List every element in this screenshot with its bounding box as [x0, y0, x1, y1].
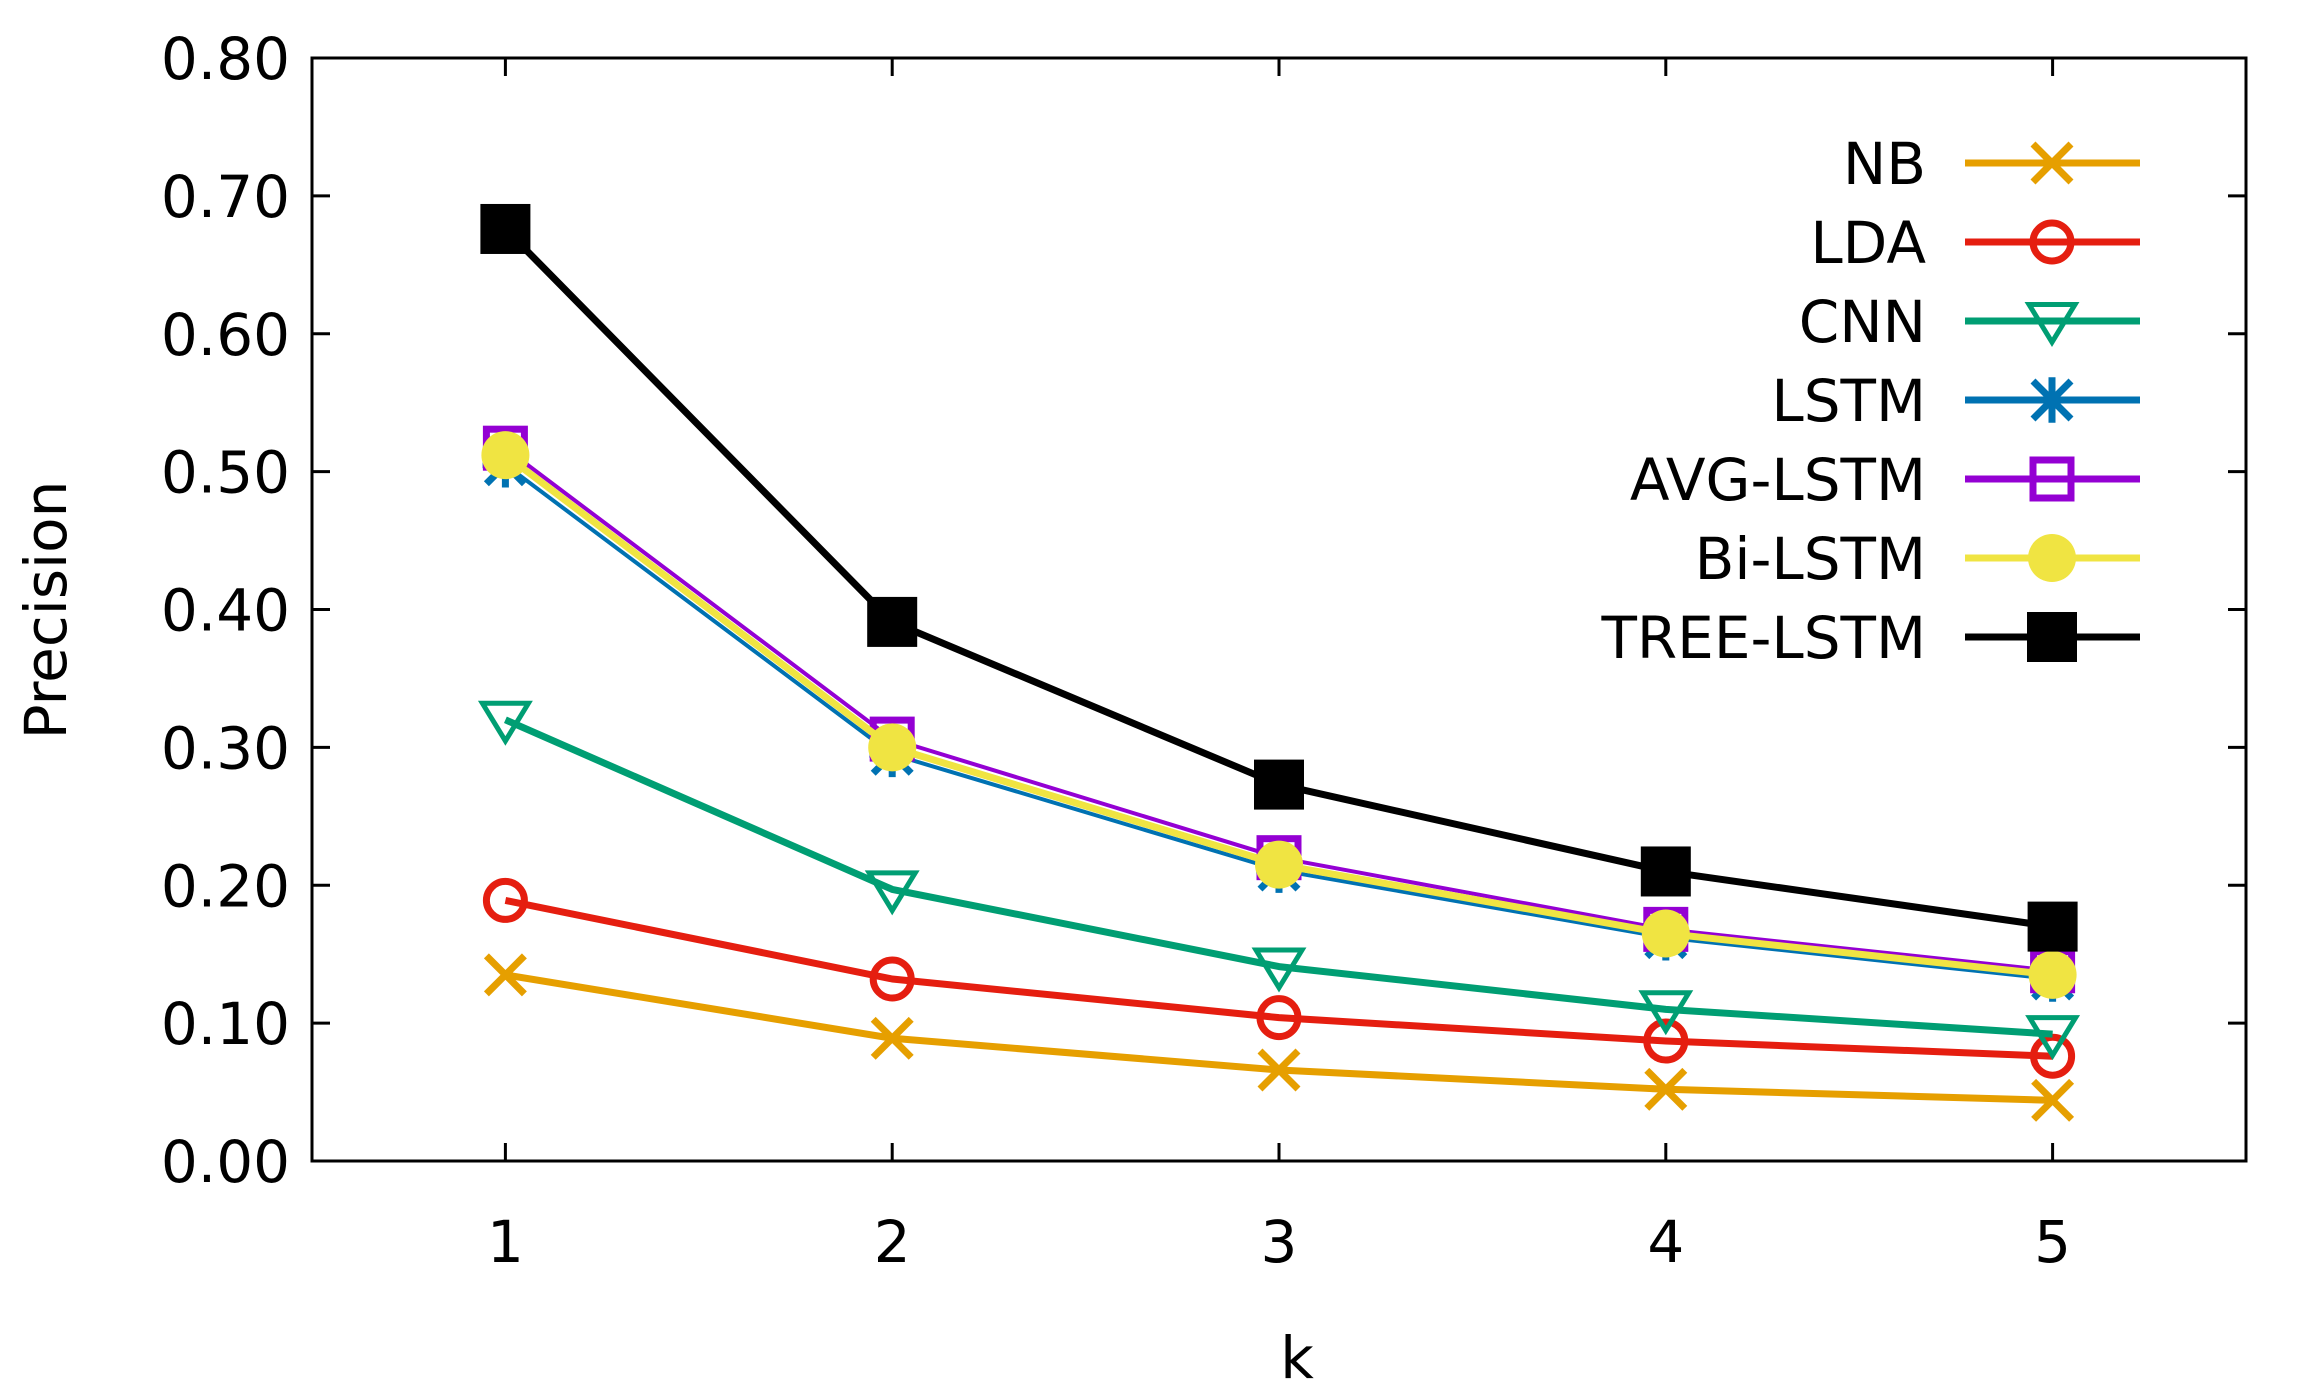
cross-stroke [2030, 141, 2074, 185]
point-tree-lstm-k4 [1640, 846, 1691, 897]
legend-label: TREE-LSTM [1600, 604, 1926, 672]
point-bi-lstm-k3 [1255, 840, 1303, 889]
series-bi-lstm [481, 431, 2077, 999]
point-cnn-k1 [477, 700, 533, 746]
point-bi-lstm-k5 [2028, 950, 2077, 999]
y-tick-label: 0.40 [161, 577, 290, 645]
point-tree-lstm-k2 [867, 596, 918, 647]
cross-stroke [483, 953, 527, 997]
legend-label: NB [1843, 130, 1926, 198]
legend-label: LDA [1810, 209, 1926, 277]
point-nb-k1 [483, 953, 527, 997]
legend-label: CNN [1799, 288, 1926, 356]
series-cnn [477, 700, 2081, 1061]
series-tree-lstm [480, 203, 2078, 952]
point-tree-lstm-k3 [1254, 759, 1304, 810]
point-tree-lstm-k1 [480, 203, 531, 254]
legend-marker-lda [2029, 219, 2075, 265]
point-nb-k5 [2031, 1078, 2075, 1122]
point-bi-lstm-k4 [1641, 909, 1690, 958]
series-layer [477, 203, 2081, 1122]
y-tick-label: 0.60 [161, 301, 290, 369]
point-nb-k3 [1257, 1048, 1301, 1092]
legend-label: LSTM [1771, 367, 1926, 435]
point-cnn-k5 [2025, 1015, 2081, 1061]
point-nb-k2 [870, 1016, 914, 1060]
legend-marker-tree-lstm [2027, 612, 2077, 662]
point-cnn-k4 [1638, 990, 1694, 1036]
point-cnn-k2 [864, 870, 920, 916]
legend-marker-avg-lstm [2029, 456, 2075, 502]
point-bi-lstm-k2 [868, 723, 917, 772]
point-cnn-k3 [1251, 947, 1307, 993]
legend-label: Bi-LSTM [1695, 525, 1926, 593]
series-line-cnn [503, 716, 2053, 1038]
y-tick-label: 0.00 [161, 1128, 290, 1196]
x-tick-label: 5 [2034, 1208, 2071, 1276]
point-bi-lstm-k1 [481, 431, 530, 480]
legend: NB LDA CNN LSTM AVG-LSTM Bi-LSTM TREE-LSTM [1600, 130, 2140, 672]
series-nb [483, 953, 2075, 1122]
legend-marker-lstm [2029, 377, 2075, 423]
point-tree-lstm-k5 [2027, 901, 2078, 952]
y-tick-label: 0.50 [161, 439, 290, 507]
x-tick-label: 4 [1647, 1208, 1684, 1276]
point-lda-k3 [1256, 995, 1302, 1041]
y-tick-label: 0.80 [161, 25, 290, 93]
legend-marker-nb [2030, 141, 2074, 185]
y-tick-label: 0.10 [161, 990, 290, 1058]
y-tick-label: 0.70 [161, 163, 290, 231]
point-lda-k2 [869, 956, 915, 1002]
cross-stroke [870, 1016, 914, 1060]
y-tick-label: 0.20 [161, 852, 290, 920]
legend-label: AVG-LSTM [1630, 446, 1926, 514]
series-line-lda [504, 896, 2053, 1060]
series-lda [482, 877, 2076, 1079]
x-tick-label: 1 [487, 1208, 524, 1276]
point-lda-k4 [1643, 1018, 1689, 1064]
y-axis-label: Precision [12, 481, 80, 740]
cross-stroke [1257, 1048, 1301, 1092]
y-tick-label: 0.30 [161, 714, 290, 782]
point-nb-k4 [1644, 1067, 1688, 1111]
cross-stroke [1644, 1067, 1688, 1111]
point-lda-k5 [2030, 1033, 2076, 1079]
ticks-layer: 0.00 0.10 0.20 0.30 0.40 0.50 0.60 0.70 0.80 1 2 3 4… [161, 25, 2246, 1276]
x-axis-label: k [1280, 1324, 1314, 1392]
legend-marker-cnn [2024, 301, 2080, 347]
legend-marker-bi-lstm [2028, 534, 2076, 582]
cross-stroke [2031, 1078, 2075, 1122]
x-tick-label: 2 [874, 1208, 911, 1276]
point-lda-k1 [482, 877, 528, 923]
x-tick-label: 3 [1261, 1208, 1298, 1276]
